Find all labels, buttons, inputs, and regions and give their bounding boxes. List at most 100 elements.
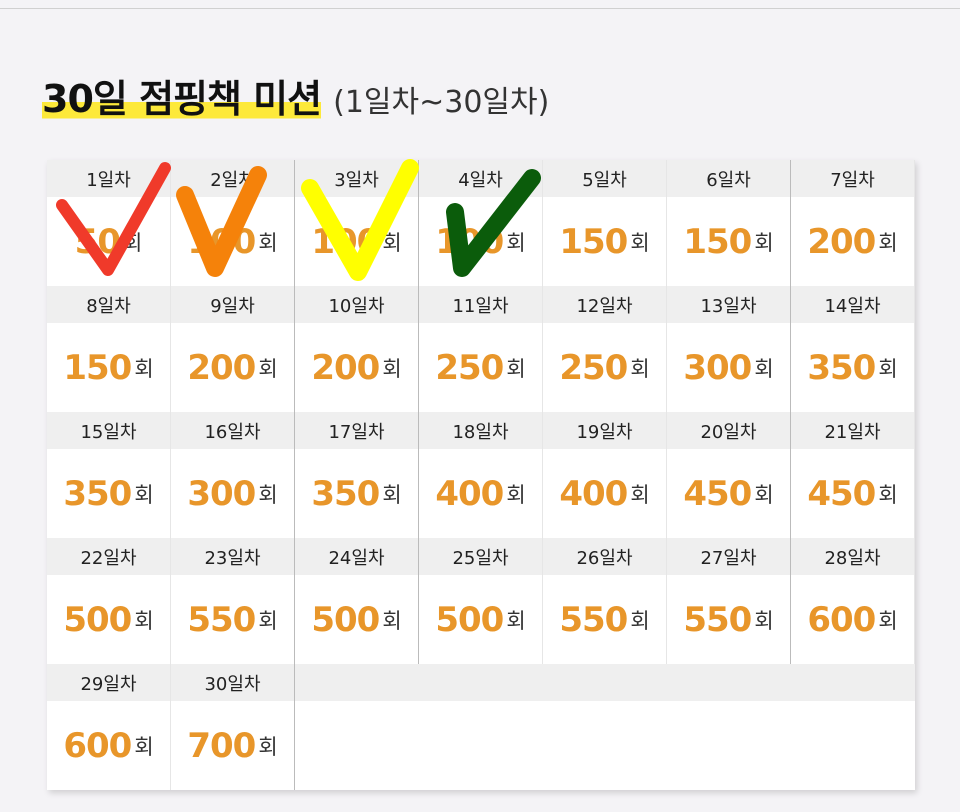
count-number: 150: [559, 221, 628, 262]
count-unit: 회: [123, 230, 143, 255]
count-unit: 회: [630, 230, 650, 255]
day-count: 550 회: [667, 575, 790, 664]
count-unit: 회: [506, 482, 526, 507]
day-label: 11일차: [419, 286, 542, 323]
day-count: 500 회: [419, 575, 542, 664]
count-unit: 회: [258, 230, 278, 255]
day-cell: 21일차 450 회: [791, 412, 915, 538]
day-label: 29일차: [47, 664, 170, 701]
day-count: 350 회: [47, 449, 170, 538]
page-title: 30일 점핑책 미션 (1일차~30일차): [42, 68, 549, 123]
day-label: 1일차: [47, 160, 170, 197]
count-number: 550: [559, 599, 628, 640]
day-label: 6일차: [667, 160, 790, 197]
day-cell: 14일차 350 회: [791, 286, 915, 412]
day-label: 18일차: [419, 412, 542, 449]
day-cell: 26일차 550 회: [543, 538, 667, 664]
count-unit: 회: [878, 230, 898, 255]
day-count: 550 회: [171, 575, 294, 664]
day-label: 12일차: [543, 286, 666, 323]
count-unit: 회: [134, 608, 154, 633]
day-cell: 23일차 550 회: [171, 538, 295, 664]
day-count: 300 회: [171, 449, 294, 538]
day-cell: 27일차 550 회: [667, 538, 791, 664]
day-count: 450 회: [791, 449, 914, 538]
count-number: 600: [63, 725, 132, 766]
day-cell: 9일차 200 회: [171, 286, 295, 412]
count-unit: 회: [878, 482, 898, 507]
day-count: 550 회: [543, 575, 666, 664]
count-number: 350: [311, 473, 380, 514]
count-unit: 회: [258, 608, 278, 633]
day-label: 20일차: [667, 412, 790, 449]
count-number: 550: [683, 599, 752, 640]
count-unit: 회: [878, 356, 898, 381]
day-label: 14일차: [791, 286, 914, 323]
day-cell: 29일차 600 회: [47, 664, 171, 790]
count-unit: 회: [630, 482, 650, 507]
day-label: 30일차: [171, 664, 294, 701]
count-number: 300: [187, 473, 256, 514]
count-number: 100: [311, 221, 380, 262]
count-unit: 회: [506, 230, 526, 255]
count-number: 300: [683, 347, 752, 388]
count-unit: 회: [878, 608, 898, 633]
day-label: 7일차: [791, 160, 914, 197]
day-count: 450 회: [667, 449, 790, 538]
day-cell: 20일차 450 회: [667, 412, 791, 538]
count-unit: 회: [134, 734, 154, 759]
day-label: 17일차: [295, 412, 418, 449]
count-unit: 회: [258, 734, 278, 759]
day-cell: 30일차 700 회: [171, 664, 295, 790]
count-number: 350: [807, 347, 876, 388]
day-cell: 15일차 350 회: [47, 412, 171, 538]
day-cell: 28일차 600 회: [791, 538, 915, 664]
count-number: 200: [187, 347, 256, 388]
day-count: 200 회: [791, 197, 914, 286]
day-count: 400 회: [419, 449, 542, 538]
count-number: 50: [74, 221, 121, 262]
count-number: 500: [311, 599, 380, 640]
day-cell: 4일차 100 회: [419, 160, 543, 286]
day-cell: 12일차 250 회: [543, 286, 667, 412]
day-label: 2일차: [171, 160, 294, 197]
day-label: 23일차: [171, 538, 294, 575]
day-label: 25일차: [419, 538, 542, 575]
day-cell: 16일차 300 회: [171, 412, 295, 538]
day-count: 100 회: [295, 197, 418, 286]
count-number: 250: [435, 347, 504, 388]
day-label: 22일차: [47, 538, 170, 575]
count-unit: 회: [134, 356, 154, 381]
title-main: 30일 점핑책 미션: [42, 68, 322, 123]
day-count: 200 회: [171, 323, 294, 412]
day-count: 150 회: [47, 323, 170, 412]
count-unit: 회: [754, 230, 774, 255]
day-label: 8일차: [47, 286, 170, 323]
count-number: 150: [63, 347, 132, 388]
day-cell: 19일차 400 회: [543, 412, 667, 538]
day-cell: 18일차 400 회: [419, 412, 543, 538]
day-count: 200 회: [295, 323, 418, 412]
count-unit: 회: [754, 356, 774, 381]
day-label: 3일차: [295, 160, 418, 197]
count-unit: 회: [754, 482, 774, 507]
count-number: 350: [63, 473, 132, 514]
count-number: 450: [807, 473, 876, 514]
day-cell: 10일차 200 회: [295, 286, 419, 412]
empty-cell: [295, 664, 915, 790]
day-label: 28일차: [791, 538, 914, 575]
day-cell: 17일차 350 회: [295, 412, 419, 538]
day-cell: 24일차 500 회: [295, 538, 419, 664]
day-cell: 8일차 150 회: [47, 286, 171, 412]
day-count: 250 회: [543, 323, 666, 412]
day-count: 350 회: [295, 449, 418, 538]
day-count: 250 회: [419, 323, 542, 412]
count-number: 200: [807, 221, 876, 262]
day-cell: 2일차 100 회: [171, 160, 295, 286]
count-number: 550: [187, 599, 256, 640]
count-unit: 회: [506, 356, 526, 381]
day-count: 100 회: [419, 197, 542, 286]
count-unit: 회: [754, 608, 774, 633]
day-count: 600 회: [791, 575, 914, 664]
day-cell: 25일차 500 회: [419, 538, 543, 664]
